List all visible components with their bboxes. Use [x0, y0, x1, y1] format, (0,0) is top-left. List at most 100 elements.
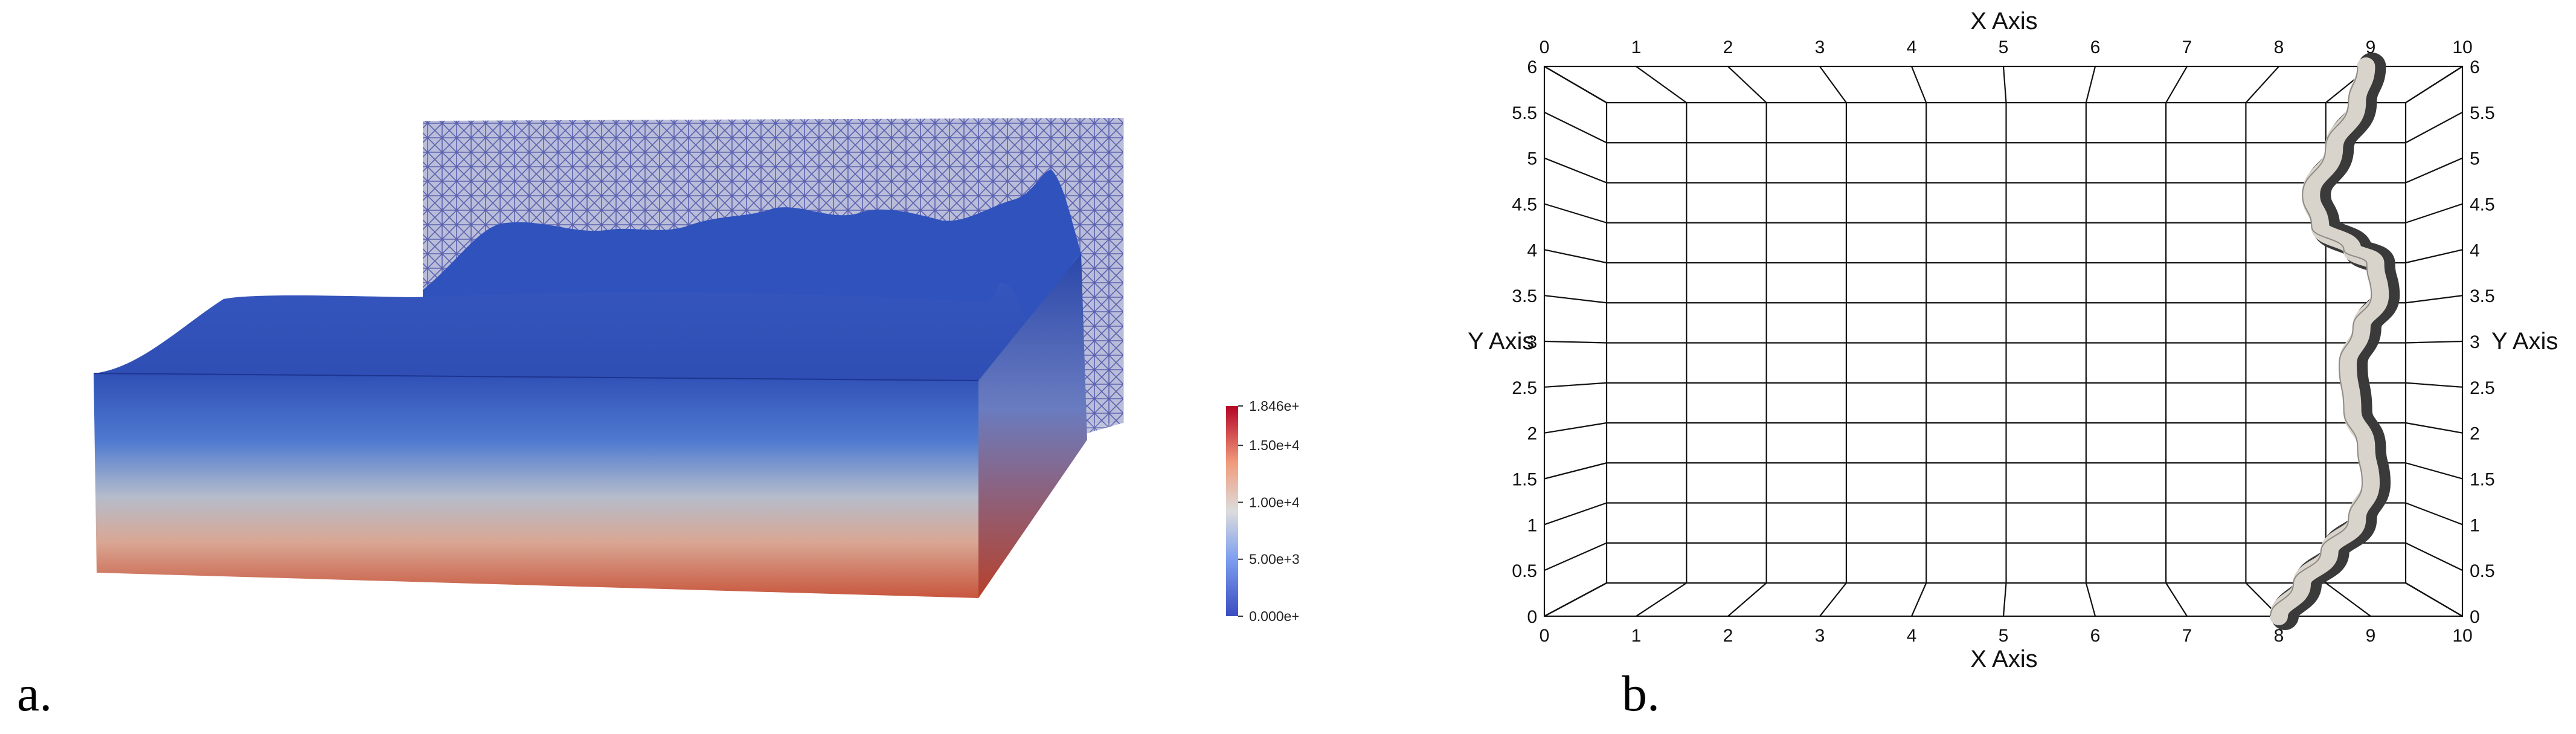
right-side-face: [978, 254, 1087, 598]
y-tick-connector: [1544, 340, 1607, 344]
y-tick-connector: [1544, 295, 1607, 304]
x-tick-label-top: 0: [1540, 37, 1550, 57]
x-tick-label-bottom: 8: [2274, 626, 2284, 646]
y-tick-connector: [1544, 582, 1607, 617]
pressure-3d-render: 1.846e+041.50e+41.00e+45.00e+30.000e+00 …: [93, 118, 1351, 624]
y-tick-label-right: 5.5: [2470, 103, 2495, 123]
colorbar-tick-label: 5.00e+3: [1249, 552, 1299, 567]
y-tick-connector: [2405, 66, 2463, 103]
y-tick-label-left: 5: [1527, 149, 1537, 169]
y-tick-connector: [2405, 422, 2463, 434]
x-tick-connector: [2085, 582, 2096, 617]
y-tick-connector: [2405, 111, 2463, 144]
y-tick-label-right: 2.5: [2470, 378, 2495, 398]
x-tick-connector: [1910, 582, 1927, 617]
x-tick-label-bottom: 5: [1999, 626, 2009, 646]
x-tick-label-bottom: 10: [2452, 626, 2472, 646]
y-tick-label-left: 6: [1527, 57, 1537, 77]
y-tick-label-left: 3.5: [1512, 286, 1537, 306]
x-tick-label-top: 8: [2274, 37, 2284, 57]
panel-b: 0 0 1 1 2 2 3 3 4 4 5 5 6 6 7 7 8 8 9 9 10 10 0 0 0.5 0.5 1 1 1.5 1.5…: [1437, 0, 2576, 731]
y-tick-connector: [2405, 157, 2463, 184]
x-tick-connector: [1636, 66, 1687, 103]
x-tick-label-top: 4: [1907, 37, 1917, 57]
ribbon-edge: [2270, 66, 2372, 617]
side-mesh-wall: [1081, 118, 1123, 435]
y-tick-label-right: 1.5: [2470, 470, 2495, 490]
x-tick-label-bottom: 7: [2182, 626, 2192, 646]
y-tick-label-left: 4.5: [1512, 195, 1537, 215]
panel-b-label: b.: [1622, 666, 1660, 722]
y-tick-label-right: 4: [2470, 240, 2480, 260]
colorbar-tick-label: 1.50e+4: [1249, 437, 1299, 453]
x-tick-connector: [2245, 66, 2279, 103]
y-tick-connector: [1544, 502, 1607, 526]
y-tick-connector: [1544, 203, 1607, 224]
y-tick-connector: [2405, 462, 2463, 480]
y-tick-connector: [2405, 295, 2463, 304]
x-tick-label-top: 6: [2090, 37, 2101, 57]
x-tick-connector: [1819, 66, 1847, 103]
x-tick-connector: [2165, 582, 2188, 617]
x-tick-connector: [1819, 582, 1847, 617]
colorbar-tick-label: 1.00e+4: [1249, 494, 1299, 510]
front-edge: [93, 373, 979, 381]
y-tick-label-left: 1: [1527, 515, 1537, 535]
x-axis-title-bottom: X Axis: [1970, 646, 2037, 672]
y-tick-connector: [2405, 382, 2463, 388]
y-tick-label-left: 4: [1527, 240, 1537, 260]
y-tick-label-right: 4.5: [2470, 195, 2495, 215]
y-tick-label-right: 3: [2470, 332, 2480, 352]
y-tick-label-left: 0: [1527, 607, 1537, 627]
y-tick-connector: [2405, 502, 2463, 526]
y-tick-connector: [2405, 203, 2463, 224]
y-tick-label-right: 1: [2470, 515, 2480, 535]
y-tick-connector: [1544, 462, 1607, 480]
y-tick-connector: [1544, 382, 1607, 388]
y-tick-connector: [1544, 422, 1607, 434]
y-tick-label-left: 2.5: [1512, 378, 1537, 398]
x-tick-label-bottom: 9: [2366, 626, 2376, 646]
x-tick-label-top: 7: [2182, 37, 2192, 57]
pressure-colorbar: 1.846e+041.50e+41.00e+45.00e+30.000e+00 …: [1226, 398, 1351, 624]
y-axis-title-right: Y Axis: [2491, 328, 2558, 355]
x-tick-connector: [2085, 66, 2096, 103]
y-tick-label-right: 3.5: [2470, 286, 2495, 306]
y-tick-connector: [1544, 542, 1607, 571]
y-tick-label-right: 6: [2470, 57, 2480, 77]
x-tick-label-bottom: 6: [2090, 626, 2101, 646]
panel-a-label: a.: [17, 666, 53, 722]
colorbar-tick-label: 1.846e+04: [1249, 398, 1299, 414]
y-tick-connector: [2405, 249, 2463, 264]
y-tick-connector: [1544, 249, 1607, 264]
panel-a: 1.846e+041.50e+41.00e+45.00e+30.000e+00 …: [17, 118, 1351, 722]
y-tick-label-left: 1.5: [1512, 470, 1537, 490]
y-tick-label-left: 3: [1527, 332, 1537, 352]
y-tick-connector: [2405, 340, 2463, 344]
x-tick-label-bottom: 0: [1540, 626, 1550, 646]
x-tick-label-bottom: 1: [1631, 626, 1642, 646]
y-tick-label-left: 2: [1527, 424, 1537, 444]
x-tick-label-top: 10: [2452, 37, 2472, 57]
ribbon-surface: [2270, 57, 2389, 625]
x-axis-title-top: X Axis: [1970, 8, 2037, 34]
x-tick-label-top: 1: [1631, 37, 1642, 57]
colorbar-scale: [1226, 406, 1238, 616]
y-tick-label-left: 5.5: [1512, 103, 1537, 123]
y-tick-label-right: 5: [2470, 149, 2480, 169]
x-tick-connector: [2002, 582, 2007, 617]
y-axis-title-left: Y Axis: [1468, 328, 1534, 355]
x-tick-connector: [1727, 66, 1767, 103]
x-tick-label-top: 3: [1815, 37, 1825, 57]
x-tick-connector: [2002, 66, 2007, 103]
x-tick-connector: [1636, 582, 1687, 617]
y-tick-label-right: 2: [2470, 424, 2480, 444]
x-tick-label-bottom: 4: [1907, 626, 1917, 646]
front-face: [94, 373, 978, 598]
y-tick-connector: [2405, 542, 2463, 571]
y-tick-label-right: 0: [2470, 607, 2480, 627]
y-tick-connector: [2405, 582, 2463, 617]
colorbar-tick-label: 0.000e+00: [1249, 608, 1299, 624]
x-tick-connector: [1910, 66, 1927, 103]
